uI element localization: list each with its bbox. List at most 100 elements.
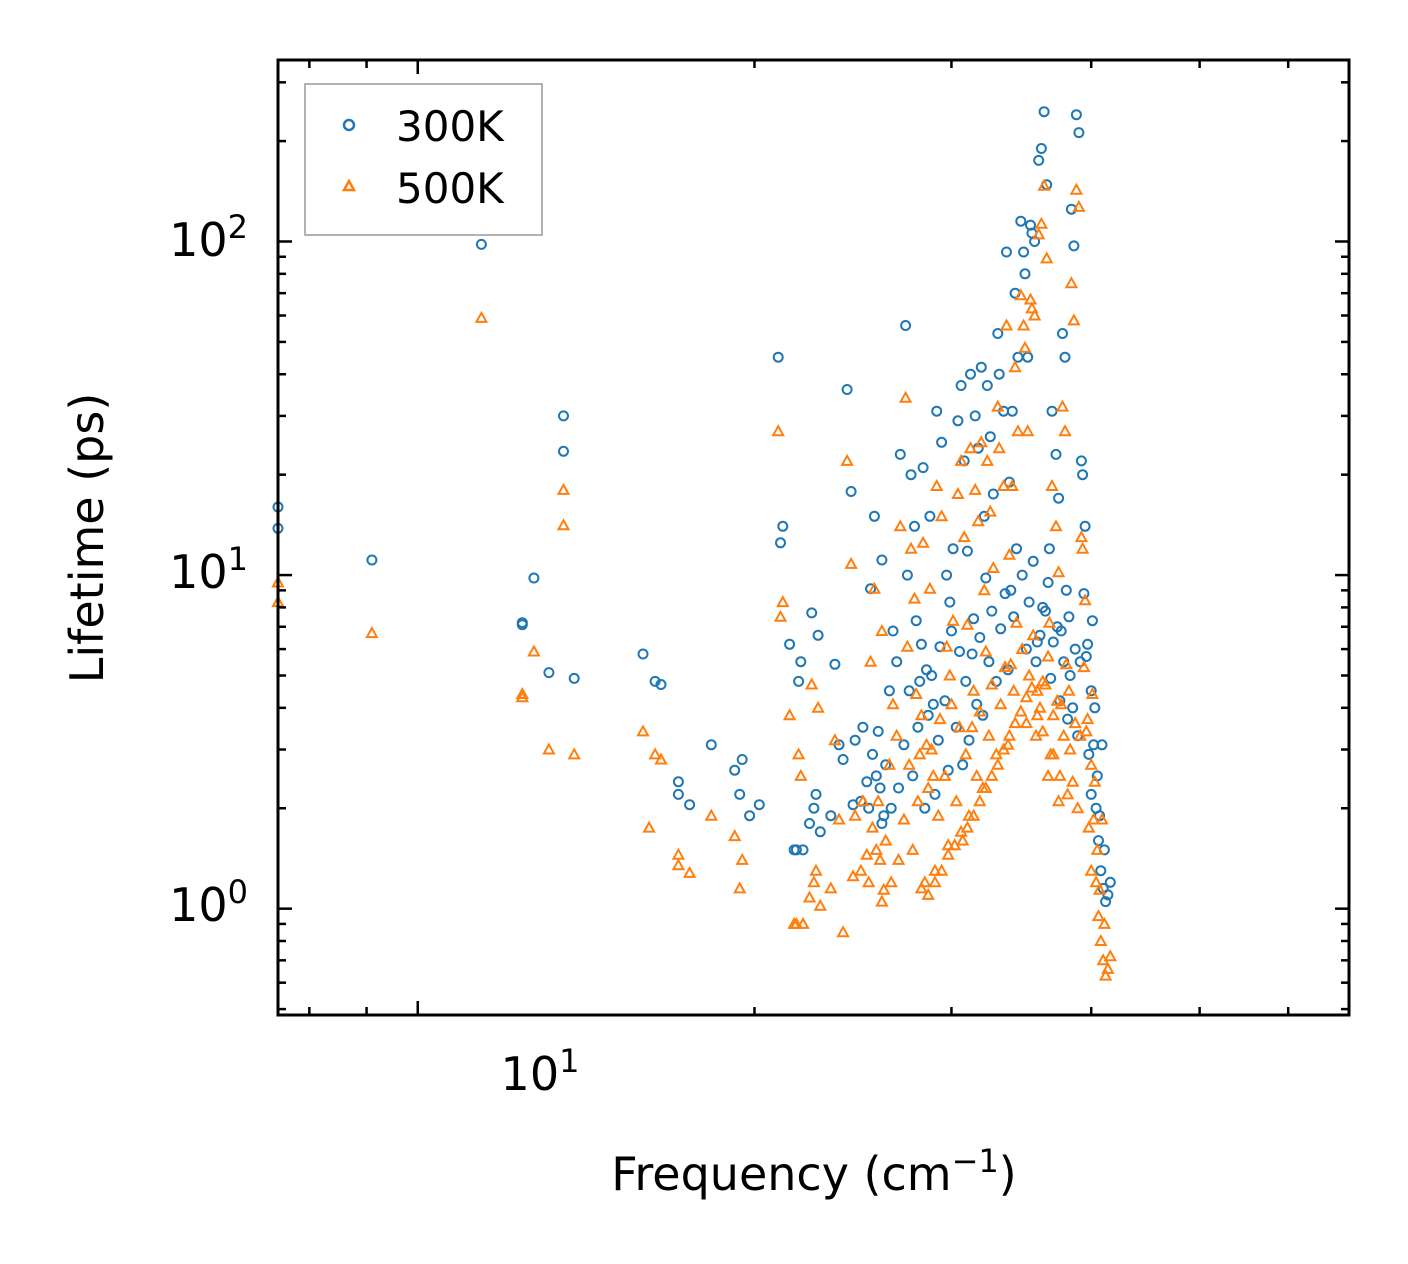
data-point-500k [960,617,975,630]
data-point-500k [1066,774,1080,787]
data-point-300k [753,799,765,811]
data-point-500k [982,728,996,741]
data-point-300k [986,605,998,617]
data-point-300k [528,572,540,584]
data-point-500k [921,887,935,900]
data-point-300k [1016,569,1028,581]
data-point-500k [867,581,882,594]
data-point-500k [773,609,788,622]
data-point-300k [568,672,580,684]
data-point-300k [672,776,684,788]
data-point-300k [961,545,973,557]
data-point-300k [955,380,967,391]
data-point-500k [1089,875,1103,888]
data-point-300k [1073,127,1085,139]
data-point-300k [777,520,789,532]
data-point-500k [1001,737,1015,750]
data-point-300k [919,802,931,814]
data-point-500k [1078,593,1092,606]
data-point-500k [877,882,891,895]
data-point-500k [1025,301,1039,314]
data-point-500k [1050,693,1064,706]
data-point-500k [979,644,993,657]
data-point-300k [975,361,987,373]
data-point-300k [558,410,569,422]
data-point-300k [980,572,992,584]
data-point-300k [969,410,981,422]
data-point-500k [882,757,897,770]
data-point-500k [1095,812,1109,825]
data-point-500k [365,626,379,639]
data-point-500k [1046,747,1060,760]
data-point-500k [914,881,929,894]
data-point-500k [771,424,785,437]
data-point-300k [734,788,746,800]
data-point-500k [928,863,942,876]
data-point-300k [1046,405,1058,417]
data-point-500k [1042,615,1057,628]
data-point-500k [941,847,955,860]
data-point-500k [567,747,581,760]
data-point-300k [863,802,875,814]
data-point-500k [832,812,846,825]
data-point-500k [1026,628,1040,641]
data-point-300k [936,436,948,448]
data-point-500k [1011,424,1025,437]
data-point-300k [939,695,951,707]
data-point-300k [883,685,895,697]
data-point-500k [863,654,878,667]
data-point-500k [728,829,742,842]
data-point-500k [873,852,887,865]
data-point-500k [1025,680,1039,693]
data-point-300k [1019,268,1031,280]
data-point-500k [971,514,985,527]
data-point-500k [856,794,870,807]
data-point-500k [911,794,925,807]
data-point-300k [893,782,904,794]
data-point-500k [951,486,965,499]
data-point-500k [926,768,940,781]
data-point-500k [1015,642,1029,655]
data-point-500k [996,478,1011,491]
data-point-300k [878,810,890,822]
data-point-300k [793,675,805,687]
data-point-500k [648,747,662,760]
data-point-500k [515,690,529,703]
data-point-500k [898,390,913,403]
data-point-500k [869,842,883,855]
data-point-300k [984,431,996,443]
data-point-500k [474,310,489,323]
data-point-300k [808,802,820,814]
data-point-500k [1032,227,1046,240]
data-point-300k [837,754,849,765]
data-point-300k [1086,615,1098,627]
data-point-300k [1085,685,1097,697]
data-point-300k [736,754,748,765]
data-point-500k [1023,292,1038,305]
data-point-300k [1083,748,1095,760]
data-point-300k [1068,240,1080,252]
data-point-500k [931,808,945,821]
data-point-500k [999,318,1014,331]
data-point-300k [810,788,822,800]
data-point-500k [943,668,957,681]
data-point-300k [814,826,826,838]
data-point-300k [981,380,993,391]
data-point-300k [931,405,943,417]
data-point-500k [840,453,854,466]
data-point-500k [1094,933,1108,946]
data-point-500k [1101,961,1115,974]
data-point-300k [812,629,824,641]
data-point-500k [854,863,868,876]
data-point-500k [900,639,915,652]
data-point-500k [1036,724,1050,737]
data-point-300k [907,770,919,782]
data-point-500k [848,808,862,821]
x-tick-label: 101 [501,1042,580,1101]
data-point-300k [1063,611,1075,623]
data-point-500k [1038,677,1053,690]
data-point-300k [999,588,1011,600]
data-point-500k [886,697,900,710]
data-point-500k [890,728,904,741]
data-point-500k [1004,657,1018,670]
